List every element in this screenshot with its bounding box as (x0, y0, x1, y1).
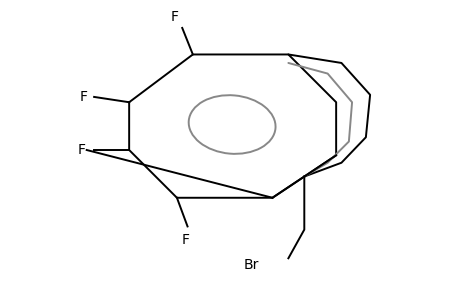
Text: F: F (77, 143, 85, 157)
Text: Br: Br (243, 258, 258, 272)
Text: F: F (170, 10, 179, 24)
Text: F: F (181, 233, 189, 247)
Text: F: F (79, 90, 87, 104)
